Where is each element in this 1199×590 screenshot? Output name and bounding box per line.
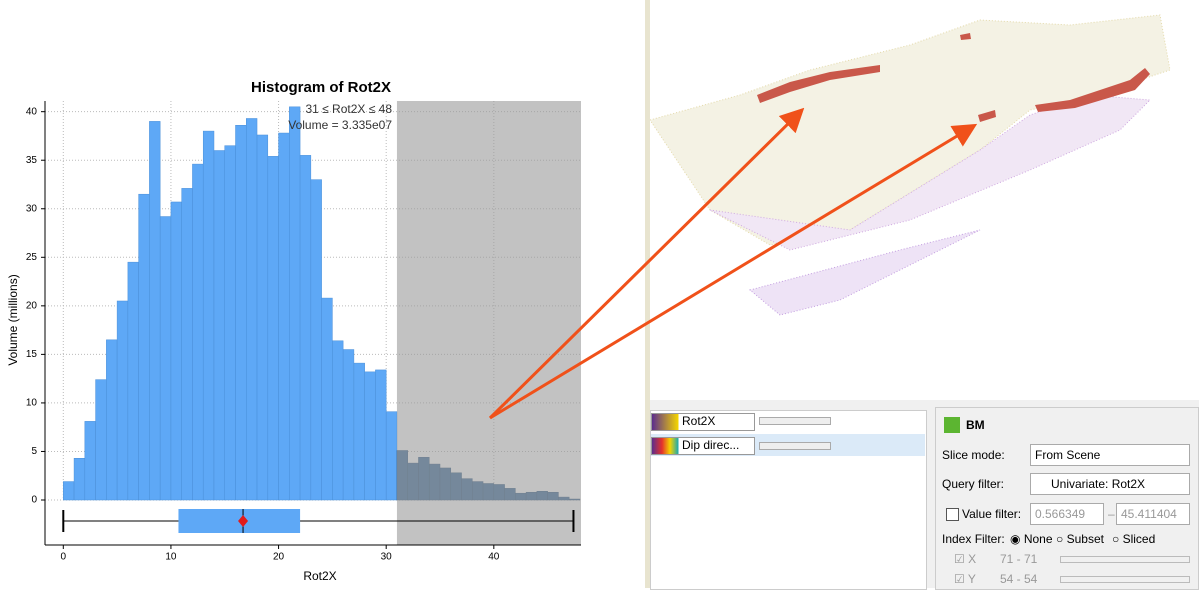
bar <box>321 297 333 501</box>
radio-subset[interactable]: ○ Subset <box>1056 532 1104 546</box>
y-tick-label: 15 <box>26 349 38 360</box>
y-tick-label: 40 <box>26 106 38 117</box>
bar <box>73 458 86 501</box>
range: 71 - 71 <box>1000 552 1038 566</box>
3d-scene <box>650 0 1199 400</box>
label: Index Filter: <box>942 532 1005 546</box>
bar <box>256 134 269 501</box>
label: Value filter: <box>962 507 1022 521</box>
bar <box>138 193 150 501</box>
bar <box>299 155 312 501</box>
bar <box>364 371 376 501</box>
chart-title: Histogram of Rot2X <box>251 79 391 96</box>
block <box>978 110 996 122</box>
bar <box>170 201 182 501</box>
bar <box>63 481 75 501</box>
slice-mode-select[interactable]: From Scene <box>1030 444 1190 466</box>
bar <box>192 163 204 501</box>
layer-name: Dip direc... <box>682 438 740 452</box>
y-tick-label: 10 <box>26 398 38 409</box>
radio-none[interactable]: ◉ None <box>1010 532 1053 546</box>
bar <box>106 339 118 501</box>
slider[interactable] <box>1060 556 1190 563</box>
y-tick-label: 25 <box>26 252 38 263</box>
bar <box>332 340 344 501</box>
block <box>1035 68 1150 112</box>
block <box>757 65 880 103</box>
block <box>960 33 971 40</box>
x-tick-label: 40 <box>488 552 500 563</box>
bar <box>127 261 139 501</box>
checkbox[interactable] <box>946 508 959 521</box>
bar <box>149 121 161 501</box>
layer-dropdown[interactable]: Dip direc... <box>651 437 755 455</box>
panel-title: BM <box>966 418 985 432</box>
option: None <box>1023 532 1053 546</box>
axis-name: Y <box>967 572 976 586</box>
separator: – <box>1108 507 1115 521</box>
query-filter-select[interactable]: Univariate: Rot2X <box>1030 473 1190 495</box>
layer-name: Rot2X <box>682 414 716 428</box>
x-tick-label: 10 <box>165 552 177 563</box>
range: 54 - 54 <box>1000 572 1038 586</box>
option: Subset <box>1066 532 1104 546</box>
bar <box>213 150 225 501</box>
value-min[interactable]: 0.566349 <box>1030 503 1104 525</box>
annotation: Volume = 3.335e07 <box>288 118 392 132</box>
bar <box>202 130 215 501</box>
annotation: 31 ≤ Rot2X ≤ 48 <box>305 102 392 116</box>
slider[interactable] <box>759 442 831 450</box>
y-axis-title: Volume (millions) <box>6 274 20 365</box>
x-tick-label: 30 <box>381 552 393 563</box>
bar <box>224 145 236 501</box>
axis: ☑ X <box>954 552 977 566</box>
layer-dropdown[interactable]: Rot2X <box>651 413 755 431</box>
slider[interactable] <box>759 417 831 425</box>
option: Sliced <box>1122 532 1156 546</box>
bar <box>181 188 193 501</box>
value-max[interactable]: 45.411404 <box>1116 503 1190 525</box>
bar <box>267 156 279 501</box>
bar <box>159 216 172 501</box>
layer-list: Rot2X Dip direc... <box>650 410 927 590</box>
bar <box>289 106 301 501</box>
bar <box>84 421 96 501</box>
axis-name: X <box>968 552 977 566</box>
highlight-region <box>396 101 581 545</box>
mean-marker <box>238 515 249 527</box>
y-tick-label: 30 <box>26 203 38 214</box>
label: Query filter: <box>942 477 1005 491</box>
bar <box>278 132 290 501</box>
bar <box>116 300 129 501</box>
bar <box>342 349 355 501</box>
x-axis-title: Rot2X <box>303 569 336 583</box>
slider[interactable] <box>1060 576 1190 583</box>
x-tick-label: 0 <box>61 552 67 563</box>
bm-icon <box>944 417 960 433</box>
label: Slice mode: <box>942 448 1005 462</box>
y-tick-label: 20 <box>26 300 38 311</box>
axis: ☑ Y <box>954 572 976 586</box>
bar <box>310 179 322 501</box>
x-tick-label: 20 <box>273 552 285 563</box>
bar <box>353 362 365 501</box>
bar <box>375 369 387 501</box>
bar <box>385 411 398 501</box>
y-tick-label: 35 <box>26 155 38 166</box>
y-tick-label: 5 <box>31 446 37 457</box>
bar <box>246 118 258 501</box>
bar <box>235 125 247 501</box>
bar <box>95 379 107 501</box>
properties-panel: BM Slice mode: From Scene Query filter: … <box>935 407 1199 590</box>
histogram-chart: Histogram of Rot2X Rot2X Volume (million… <box>6 79 581 583</box>
radio-sliced[interactable]: ○ Sliced <box>1112 532 1156 546</box>
y-tick-label: 0 <box>31 495 37 506</box>
